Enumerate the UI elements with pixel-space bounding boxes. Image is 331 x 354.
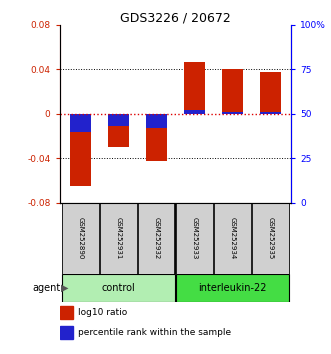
Bar [108, 114, 129, 126]
Text: percentile rank within the sample: percentile rank within the sample [78, 328, 231, 337]
Bar [70, 114, 91, 132]
Text: GSM252934: GSM252934 [229, 217, 235, 259]
Bar [70, 114, 91, 186]
Text: log10 ratio: log10 ratio [78, 308, 127, 317]
Bar [184, 62, 205, 114]
FancyBboxPatch shape [62, 274, 175, 302]
Bar [222, 112, 243, 114]
FancyBboxPatch shape [252, 203, 289, 274]
Text: agent: agent [32, 283, 60, 293]
Text: interleukin-22: interleukin-22 [198, 283, 267, 293]
Text: GSM252933: GSM252933 [191, 217, 197, 259]
FancyBboxPatch shape [176, 274, 289, 302]
Bar [146, 114, 167, 161]
Title: GDS3226 / 20672: GDS3226 / 20672 [120, 12, 231, 25]
Bar [146, 114, 167, 128]
Text: GSM252931: GSM252931 [116, 217, 121, 259]
Bar [260, 112, 281, 114]
FancyBboxPatch shape [214, 203, 251, 274]
Bar [222, 69, 243, 114]
FancyBboxPatch shape [62, 203, 99, 274]
Bar [260, 72, 281, 114]
FancyBboxPatch shape [100, 203, 137, 274]
Text: ▶: ▶ [61, 283, 68, 293]
Text: GSM252935: GSM252935 [267, 217, 273, 259]
Bar [60, 326, 73, 339]
Text: GSM252932: GSM252932 [154, 217, 160, 259]
Bar [60, 306, 73, 319]
FancyBboxPatch shape [138, 203, 175, 274]
FancyBboxPatch shape [176, 203, 213, 274]
Text: GSM252890: GSM252890 [77, 217, 83, 259]
Bar [108, 114, 129, 147]
Text: control: control [102, 283, 135, 293]
Bar [184, 110, 205, 114]
